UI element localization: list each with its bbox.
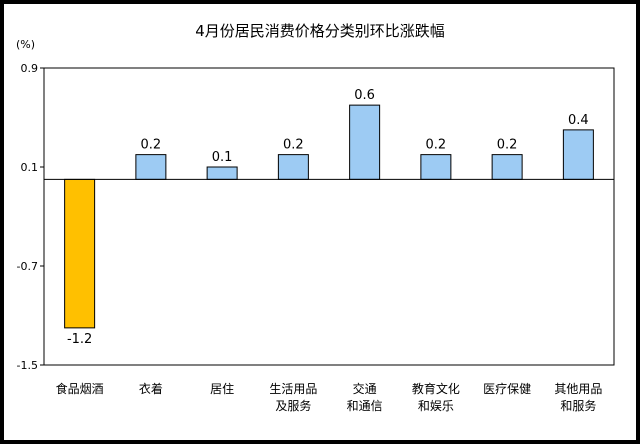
y-tick-label: -0.7	[17, 260, 38, 273]
x-category-label: 衣着	[139, 381, 163, 396]
data-label: 0.2	[497, 138, 518, 153]
x-category-label: 及服务	[275, 398, 311, 413]
bar	[135, 154, 167, 180]
x-category-label: 医疗保健	[483, 382, 531, 396]
data-label: 0.2	[283, 138, 304, 153]
data-label: 0.6	[354, 88, 375, 103]
x-category-label: 教育文化	[412, 381, 460, 396]
data-label: 0.4	[568, 113, 589, 128]
data-label: 0.1	[212, 150, 233, 165]
bar	[277, 154, 309, 180]
bar-chart: 4月份居民消费价格分类别环比涨跌幅 (%) 0.9 0.1 -0.7 -1.5 -1.…	[16, 22, 615, 413]
x-category-label: 其他用品	[554, 382, 602, 396]
data-labels-group: -1.2 0.2 0.1 0.2 0.6 0.2 0.2 0.4	[67, 88, 589, 347]
bar	[420, 154, 452, 180]
x-category-label: 交通	[353, 381, 377, 396]
bar	[206, 166, 238, 180]
bar	[562, 129, 594, 180]
bar	[349, 104, 381, 180]
data-label: -1.2	[67, 332, 92, 347]
chart-title: 4月份居民消费价格分类别环比涨跌幅	[195, 22, 445, 40]
y-axis: 0.9 0.1 -0.7 -1.5	[17, 62, 44, 372]
x-category-label: 和娱乐	[418, 399, 454, 413]
x-category-label: 和服务	[560, 398, 596, 413]
y-axis-unit-label: (%)	[16, 38, 35, 51]
plot-area	[43, 67, 615, 366]
y-tick-label: 0.1	[21, 161, 39, 174]
y-tick-label: -1.5	[17, 359, 38, 372]
bar	[64, 178, 96, 329]
x-category-label: 食品烟酒	[56, 381, 104, 396]
bar	[491, 154, 523, 180]
data-label: 0.2	[426, 138, 447, 153]
x-category-label: 居住	[210, 382, 234, 396]
x-category-label: 和通信	[347, 399, 383, 413]
x-category-label: 生活用品	[269, 382, 317, 396]
y-tick-label: 0.9	[21, 62, 39, 75]
data-label: 0.2	[141, 138, 162, 153]
